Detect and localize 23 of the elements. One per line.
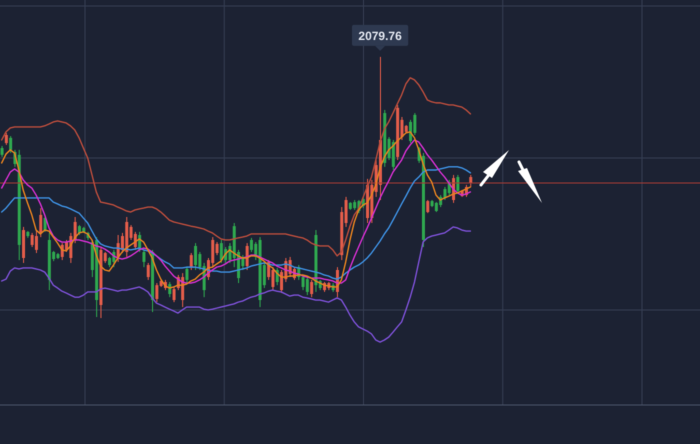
candlestick <box>194 242 198 270</box>
candlestick <box>146 262 150 280</box>
candlestick <box>306 276 309 296</box>
candlestick <box>155 282 158 303</box>
candlestick <box>353 200 356 210</box>
candlestick <box>426 200 430 214</box>
candlestick <box>185 266 188 284</box>
candlestick <box>0 145 4 158</box>
candlestick <box>469 174 472 188</box>
annotation: 2079.76 <box>358 28 402 43</box>
candlestick <box>302 274 305 291</box>
candlestick <box>108 256 112 268</box>
candlestick <box>34 230 38 254</box>
candlestick <box>39 208 42 238</box>
candlestick <box>4 132 8 146</box>
candlestick <box>310 279 314 298</box>
candlestick <box>9 136 12 154</box>
candlestick <box>172 286 176 303</box>
candlestick <box>142 249 146 268</box>
candlestick <box>30 232 34 248</box>
candlestick <box>220 239 223 264</box>
candlestick <box>190 252 193 270</box>
candlestick <box>456 174 460 194</box>
